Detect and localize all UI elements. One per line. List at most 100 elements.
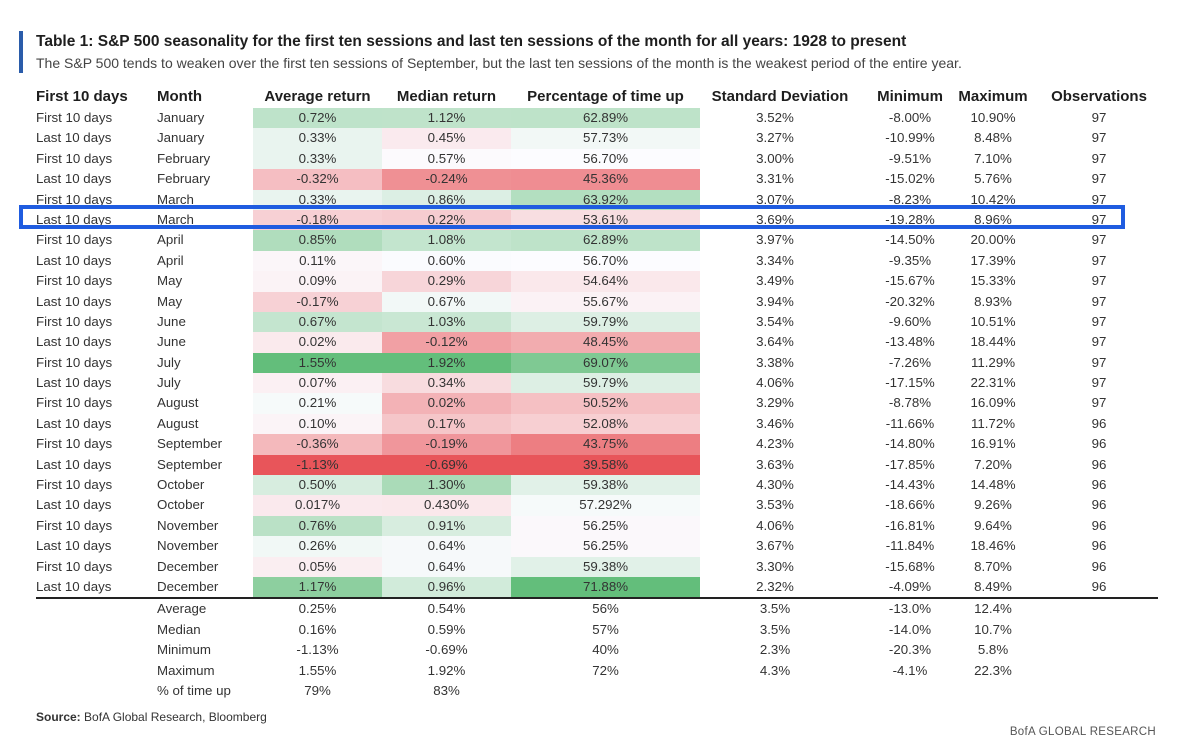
minimum-cell: -15.67%: [885, 273, 935, 289]
period-cell: Last 10 days: [36, 334, 112, 350]
maximum-cell: 10.51%: [970, 313, 1016, 329]
standard-deviation-cell: 3.00%: [756, 150, 794, 166]
minimum-cell: -8.23%: [888, 191, 932, 207]
median-return-cell: 0.17%: [382, 413, 511, 435]
observations-cell: 97: [1091, 273, 1107, 289]
period-cell: First 10 days: [36, 150, 113, 166]
col-header-average-return: Average return: [264, 88, 371, 105]
average-return-cell: 0.67%: [253, 311, 382, 333]
median-return-cell: -0.19%: [382, 434, 511, 455]
month-cell: September: [157, 456, 223, 472]
observations-cell: 97: [1091, 395, 1107, 411]
month-cell: March: [157, 211, 194, 227]
source-note: Source: BofA Global Research, Bloomberg: [36, 710, 267, 724]
table-row: First 10 days July 1.55% 1.92% 69.07% 3.38% -7…: [36, 352, 1158, 374]
maximum-cell: 18.46%: [970, 538, 1016, 554]
maximum-cell: 11.72%: [970, 415, 1016, 431]
observations-cell: 96: [1091, 497, 1107, 513]
month-cell: October: [157, 497, 205, 513]
col-header-median-return: Median return: [396, 88, 497, 105]
table-row: Last 10 days August 0.10% 0.17% 52.08% 3.46% -…: [36, 413, 1158, 435]
period-cell: Last 10 days: [36, 375, 112, 391]
average-return-cell: 0.50%: [253, 475, 382, 496]
median-return-cell: 1.92%: [382, 352, 511, 374]
minimum-cell: -18.66%: [885, 497, 935, 513]
observations-cell: 97: [1091, 375, 1107, 391]
median-return-cell: 1.12%: [382, 108, 511, 129]
table-row: First 10 days December 0.05% 0.64% 59.38% 3.3…: [36, 556, 1158, 577]
summary-label-cell: % of time up: [157, 682, 231, 698]
month-cell: February: [157, 150, 211, 166]
percentage-up-cell: 59.38%: [511, 556, 700, 577]
median-return-cell: 0.67%: [382, 291, 511, 312]
maximum-cell: 9.64%: [974, 517, 1012, 533]
median-return-cell: 0.91%: [382, 515, 511, 537]
table-subtitle: The S&P 500 tends to weaken over the fir…: [36, 55, 962, 71]
summary-standard-deviation-cell: 2.3%: [759, 642, 791, 658]
month-cell: December: [157, 578, 219, 594]
table-row: First 10 days January 0.72% 1.12% 62.89% 3.52…: [36, 108, 1158, 129]
table-row: Last 10 days April 0.11% 0.60% 56.70% 3.34% -9…: [36, 250, 1158, 272]
maximum-cell: 14.48%: [970, 477, 1016, 493]
table-row: First 10 days November 0.76% 0.91% 56.25% 4.0…: [36, 515, 1158, 537]
average-return-cell: 0.07%: [253, 373, 382, 394]
average-return-cell: -0.32%: [253, 169, 382, 190]
minimum-cell: -14.50%: [885, 232, 935, 248]
average-return-cell: 0.72%: [253, 108, 382, 129]
percentage-up-cell: 69.07%: [511, 352, 700, 374]
maximum-cell: 9.26%: [974, 497, 1012, 513]
percentage-up-cell: 57.73%: [511, 128, 700, 149]
minimum-cell: -13.48%: [885, 334, 935, 350]
observations-cell: 97: [1091, 171, 1107, 187]
seasonality-table: First 10 days Month Average return Media…: [36, 86, 1158, 701]
month-cell: March: [157, 191, 194, 207]
standard-deviation-cell: 4.23%: [756, 436, 794, 452]
average-return-cell: 0.26%: [253, 536, 382, 557]
summary-row: Maximum 1.55% 1.92% 72% 4.3% -4.1% 22.3%: [36, 661, 1158, 681]
average-return-cell: 0.33%: [253, 128, 382, 149]
table-row: Last 10 days October 0.017% 0.430% 57.292% 3.…: [36, 495, 1158, 516]
percentage-up-cell: 48.45%: [511, 332, 700, 353]
period-cell: First 10 days: [36, 313, 113, 329]
month-cell: June: [157, 334, 186, 350]
table-row: First 10 days February 0.33% 0.57% 56.70% 3.0…: [36, 148, 1158, 170]
summary-row: Minimum -1.13% -0.69% 40% 2.3% -20.3% 5.8%: [36, 640, 1158, 660]
standard-deviation-cell: 3.30%: [756, 558, 794, 574]
source-label: Source:: [36, 710, 81, 724]
percentage-up-cell: 43.75%: [511, 434, 700, 455]
minimum-cell: -17.85%: [885, 456, 935, 472]
observations-cell: 97: [1091, 293, 1107, 309]
brand-footer: BofA GLOBAL RESEARCH: [1009, 726, 1156, 738]
minimum-cell: -19.28%: [885, 211, 935, 227]
maximum-cell: 17.39%: [970, 252, 1016, 268]
median-return-cell: 1.08%: [382, 230, 511, 251]
table-row: Last 10 days July 0.07% 0.34% 59.79% 4.06% -17…: [36, 373, 1158, 394]
summary-minimum-cell: -20.3%: [888, 642, 932, 658]
summary-label-cell: Maximum: [157, 662, 215, 678]
average-return-cell: -0.36%: [253, 434, 382, 455]
table-row: First 10 days April 0.85% 1.08% 62.89% 3.97% -…: [36, 230, 1158, 251]
summary-percentage-up-cell: 56%: [592, 601, 619, 617]
minimum-cell: -16.81%: [885, 517, 935, 533]
median-return-cell: 0.430%: [382, 495, 511, 516]
maximum-cell: 8.48%: [974, 130, 1012, 146]
observations-cell: 97: [1091, 211, 1107, 227]
summary-median-return-cell: 0.59%: [427, 621, 466, 637]
summary-percentage-up-cell: 72%: [592, 662, 619, 678]
minimum-cell: -15.68%: [885, 558, 935, 574]
period-cell: Last 10 days: [36, 415, 112, 431]
month-cell: April: [157, 232, 184, 248]
period-cell: First 10 days: [36, 477, 113, 493]
minimum-cell: -14.80%: [885, 436, 935, 452]
percentage-up-cell: 56.70%: [511, 250, 700, 272]
data-rows: First 10 days January 0.72% 1.12% 62.89% 3.52…: [36, 108, 1158, 600]
month-cell: April: [157, 252, 184, 268]
percentage-up-cell: 52.08%: [511, 413, 700, 435]
summary-median-return-cell: 83%: [433, 682, 460, 698]
observations-cell: 97: [1091, 150, 1107, 166]
observations-cell: 97: [1091, 191, 1107, 207]
average-return-cell: 0.21%: [253, 393, 382, 414]
period-cell: Last 10 days: [36, 211, 112, 227]
observations-cell: 96: [1091, 415, 1107, 431]
standard-deviation-cell: 3.31%: [756, 171, 794, 187]
